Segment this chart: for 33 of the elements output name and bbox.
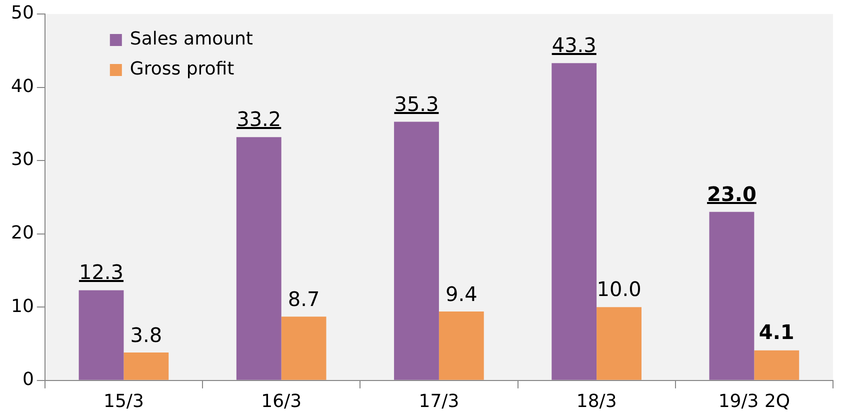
bar bbox=[709, 212, 754, 380]
y-tick-label: 30 bbox=[11, 149, 34, 170]
data-label: 3.8 bbox=[130, 322, 162, 347]
legend-label: Sales amount bbox=[130, 28, 253, 50]
x-tick-label: 17/3 bbox=[418, 390, 460, 412]
bar bbox=[438, 312, 484, 380]
y-tick-label: 40 bbox=[11, 76, 34, 97]
bar bbox=[78, 290, 124, 380]
bar bbox=[754, 350, 800, 380]
data-label: 12.3 bbox=[78, 260, 124, 284]
bar bbox=[394, 122, 439, 380]
x-tick-label: 15/3 bbox=[104, 390, 144, 412]
bar bbox=[124, 352, 169, 380]
data-label: 33.2 bbox=[236, 107, 282, 132]
y-tick-label: 10 bbox=[11, 296, 34, 317]
data-label: 43.3 bbox=[552, 33, 596, 58]
data-label: 9.4 bbox=[446, 282, 478, 306]
bar bbox=[281, 316, 326, 380]
y-tick-label: 0 bbox=[22, 369, 34, 390]
y-tick-label: 50 bbox=[11, 2, 34, 24]
y-tick-label: 20 bbox=[11, 222, 34, 244]
x-tick-label: 18/3 bbox=[576, 390, 617, 412]
data-label: 8.7 bbox=[288, 286, 320, 311]
data-label: 4.1 bbox=[758, 320, 794, 344]
data-label: 10.0 bbox=[596, 277, 642, 302]
legend-label: Gross profit bbox=[130, 58, 234, 80]
bar bbox=[552, 63, 597, 380]
data-label: 35.3 bbox=[394, 92, 439, 116]
data-label: 23.0 bbox=[707, 182, 756, 206]
bar bbox=[236, 137, 282, 380]
x-tick-label: 16/3 bbox=[261, 390, 302, 412]
bar bbox=[596, 307, 642, 380]
x-tick-label: 19/3 2Q bbox=[718, 390, 790, 412]
